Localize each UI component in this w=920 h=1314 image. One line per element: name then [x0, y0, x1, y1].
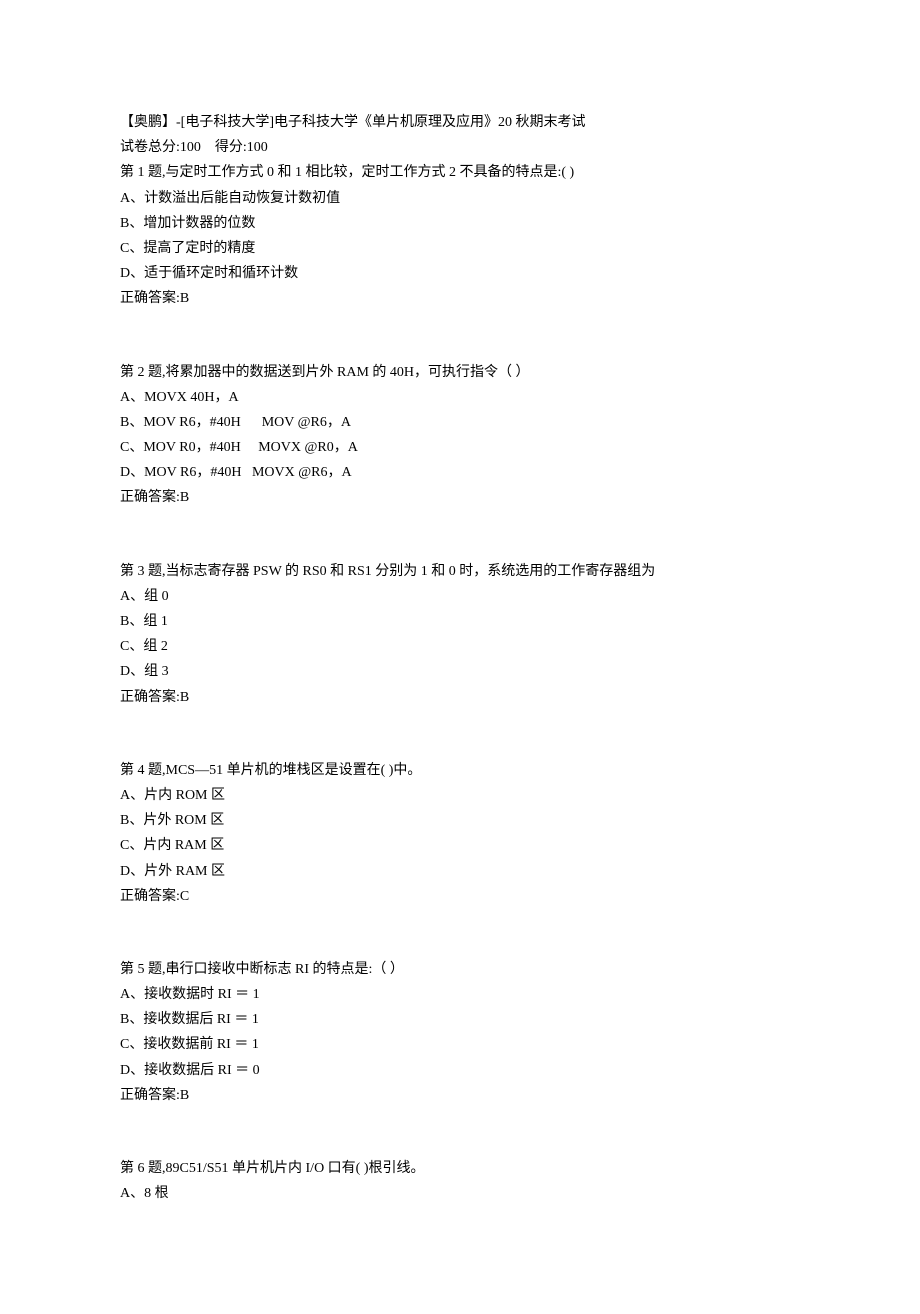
- question-stem: 第 2 题,将累加器中的数据送到片外 RAM 的 40H，可执行指令（ ）: [120, 360, 800, 385]
- question-stem: 第 5 题,串行口接收中断标志 RI 的特点是:（ ）: [120, 957, 800, 982]
- question-answer: 正确答案:B: [120, 1083, 800, 1108]
- question-option: D、组 3: [120, 659, 800, 684]
- question-answer: 正确答案:B: [120, 485, 800, 510]
- question-option: A、接收数据时 RI ＝ 1: [120, 982, 800, 1007]
- question-answer: 正确答案:B: [120, 286, 800, 311]
- question-option: C、组 2: [120, 634, 800, 659]
- exam-score: 试卷总分:100 得分:100: [120, 135, 800, 160]
- question-stem: 第 1 题,与定时工作方式 0 和 1 相比较，定时工作方式 2 不具备的特点是…: [120, 160, 800, 185]
- question-block: 第 1 题,与定时工作方式 0 和 1 相比较，定时工作方式 2 不具备的特点是…: [120, 160, 800, 311]
- question-option: B、片外 ROM 区: [120, 808, 800, 833]
- question-block: 第 4 题,MCS—51 单片机的堆栈区是设置在( )中。A、片内 ROM 区B…: [120, 758, 800, 909]
- question-option: A、8 根: [120, 1181, 800, 1206]
- question-option: B、组 1: [120, 609, 800, 634]
- question-answer: 正确答案:B: [120, 685, 800, 710]
- question-option: B、增加计数器的位数: [120, 211, 800, 236]
- exam-title: 【奥鹏】-[电子科技大学]电子科技大学《单片机原理及应用》20 秋期末考试: [120, 110, 800, 135]
- question-stem: 第 3 题,当标志寄存器 PSW 的 RS0 和 RS1 分别为 1 和 0 时…: [120, 559, 800, 584]
- question-option: C、提高了定时的精度: [120, 236, 800, 261]
- question-option: A、MOVX 40H，A: [120, 385, 800, 410]
- question-block: 第 3 题,当标志寄存器 PSW 的 RS0 和 RS1 分别为 1 和 0 时…: [120, 559, 800, 710]
- question-answer: 正确答案:C: [120, 884, 800, 909]
- question-block: 第 5 题,串行口接收中断标志 RI 的特点是:（ ）A、接收数据时 RI ＝ …: [120, 957, 800, 1108]
- questions-container: 第 1 题,与定时工作方式 0 和 1 相比较，定时工作方式 2 不具备的特点是…: [120, 160, 800, 1206]
- question-option: C、接收数据前 RI ＝ 1: [120, 1032, 800, 1057]
- question-stem: 第 4 题,MCS—51 单片机的堆栈区是设置在( )中。: [120, 758, 800, 783]
- question-option: C、片内 RAM 区: [120, 833, 800, 858]
- question-stem: 第 6 题,89C51/S51 单片机片内 I/O 口有( )根引线。: [120, 1156, 800, 1181]
- question-option: C、MOV R0，#40H MOVX @R0，A: [120, 435, 800, 460]
- question-option: A、组 0: [120, 584, 800, 609]
- question-option: D、片外 RAM 区: [120, 859, 800, 884]
- exam-header: 【奥鹏】-[电子科技大学]电子科技大学《单片机原理及应用》20 秋期末考试 试卷…: [120, 110, 800, 160]
- question-option: A、片内 ROM 区: [120, 783, 800, 808]
- question-option: D、MOV R6，#40H MOVX @R6，A: [120, 460, 800, 485]
- question-block: 第 6 题,89C51/S51 单片机片内 I/O 口有( )根引线。A、8 根: [120, 1156, 800, 1206]
- question-option: D、适于循环定时和循环计数: [120, 261, 800, 286]
- question-block: 第 2 题,将累加器中的数据送到片外 RAM 的 40H，可执行指令（ ）A、M…: [120, 360, 800, 511]
- question-option: A、计数溢出后能自动恢复计数初值: [120, 186, 800, 211]
- question-option: D、接收数据后 RI ＝ 0: [120, 1058, 800, 1083]
- question-option: B、MOV R6，#40H MOV @R6，A: [120, 410, 800, 435]
- question-option: B、接收数据后 RI ＝ 1: [120, 1007, 800, 1032]
